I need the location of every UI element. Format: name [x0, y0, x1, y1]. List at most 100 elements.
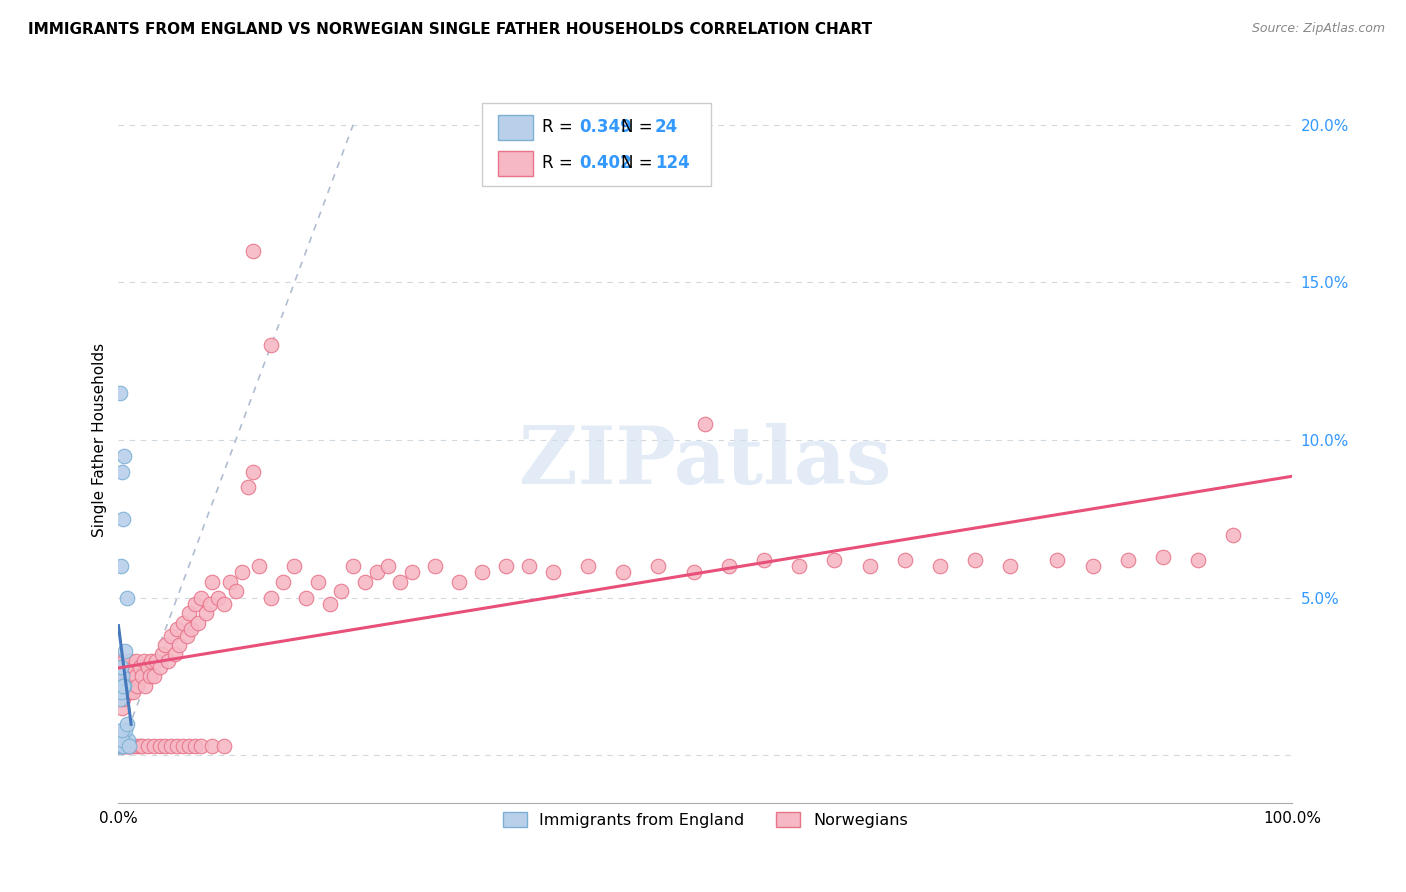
Point [425, 559, 447, 574]
Point [576, 559, 599, 574]
Point [111, 739, 134, 753]
Point [231, 566, 253, 580]
Y-axis label: Single Father Households: Single Father Households [93, 343, 107, 537]
Text: Source: ZipAtlas.com: Source: ZipAtlas.com [1251, 22, 1385, 36]
Point [142, 739, 165, 753]
Point [112, 739, 135, 753]
Point [172, 615, 194, 630]
Point [121, 685, 143, 699]
Point [695, 417, 717, 432]
Point [166, 739, 188, 753]
Point [108, 385, 131, 400]
Point [121, 739, 143, 753]
Point [160, 739, 183, 753]
Point [201, 574, 224, 589]
Point [1152, 549, 1174, 564]
Point [118, 739, 141, 753]
Point [112, 512, 135, 526]
Point [183, 739, 205, 753]
Point [111, 660, 134, 674]
Point [163, 648, 186, 662]
Point [377, 559, 399, 574]
Point [108, 739, 131, 753]
Point [117, 732, 139, 747]
Point [225, 584, 247, 599]
Point [198, 597, 221, 611]
Point [141, 654, 163, 668]
Point [136, 739, 159, 753]
Point [176, 628, 198, 642]
Point [110, 739, 132, 753]
Text: N =: N = [621, 154, 658, 172]
Point [112, 679, 135, 693]
Point [307, 574, 329, 589]
Legend: Immigrants from England, Norwegians: Immigrants from England, Norwegians [496, 805, 914, 835]
Point [212, 597, 235, 611]
Point [125, 739, 148, 753]
Point [894, 553, 917, 567]
Point [155, 638, 177, 652]
Point [112, 732, 135, 747]
Point [131, 739, 153, 753]
Point [717, 559, 740, 574]
Point [858, 559, 880, 574]
FancyBboxPatch shape [498, 152, 533, 176]
Point [517, 559, 540, 574]
Point [111, 732, 134, 747]
Point [115, 739, 138, 753]
Point [180, 622, 202, 636]
Point [112, 654, 135, 668]
Point [112, 679, 135, 693]
Point [1000, 559, 1022, 574]
Point [112, 669, 135, 683]
Point [145, 654, 167, 668]
Point [114, 723, 136, 737]
Point [134, 654, 156, 668]
Point [354, 574, 377, 589]
Point [172, 739, 194, 753]
Point [342, 559, 364, 574]
Point [112, 739, 135, 753]
Point [260, 338, 283, 352]
Text: 0.402: 0.402 [579, 154, 633, 172]
Point [118, 739, 141, 753]
Text: N =: N = [621, 118, 658, 136]
Point [682, 566, 704, 580]
Point [447, 574, 470, 589]
Point [187, 615, 209, 630]
Point [115, 685, 138, 699]
Point [110, 739, 132, 753]
Point [112, 449, 135, 463]
Point [125, 654, 148, 668]
Point [110, 685, 132, 699]
Point [177, 607, 200, 621]
Point [1187, 553, 1209, 567]
Point [389, 574, 412, 589]
Point [111, 669, 134, 683]
Text: R =: R = [543, 118, 578, 136]
Point [752, 553, 775, 567]
Text: 0.349: 0.349 [579, 118, 633, 136]
Point [612, 566, 634, 580]
Point [111, 739, 134, 753]
Point [183, 597, 205, 611]
Point [318, 597, 340, 611]
Point [247, 559, 270, 574]
Text: IMMIGRANTS FROM ENGLAND VS NORWEGIAN SINGLE FATHER HOUSEHOLDS CORRELATION CHART: IMMIGRANTS FROM ENGLAND VS NORWEGIAN SIN… [28, 22, 872, 37]
Point [111, 723, 134, 737]
Point [115, 716, 138, 731]
Point [131, 669, 153, 683]
Point [122, 660, 145, 674]
Point [401, 566, 423, 580]
Point [283, 559, 305, 574]
Point [114, 679, 136, 693]
Point [177, 739, 200, 753]
Point [156, 654, 179, 668]
Point [110, 654, 132, 668]
Text: R =: R = [543, 154, 578, 172]
Point [112, 669, 135, 683]
Point [115, 669, 138, 683]
Point [207, 591, 229, 605]
Point [117, 679, 139, 693]
Point [295, 591, 318, 605]
